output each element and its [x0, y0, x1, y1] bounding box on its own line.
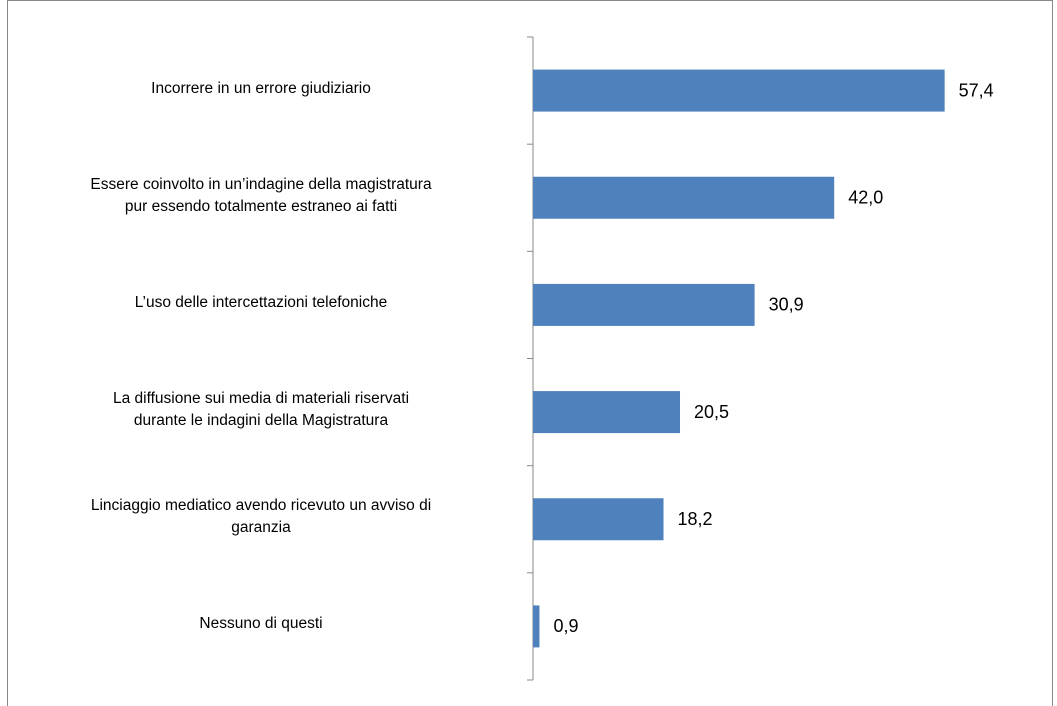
bar — [533, 69, 945, 112]
category-label-line: La diffusione sui media di materiali ris… — [112, 390, 410, 408]
category-label-line: Nessuno di questi — [199, 615, 323, 633]
category-label: Incorrere in un errore giudiziario — [11, 78, 511, 100]
category-label-line: Incorrere in un errore giudiziario — [151, 79, 371, 97]
bar — [533, 283, 755, 326]
bar — [533, 176, 835, 219]
category-label-line: durante le indagini della Magistratura — [133, 412, 389, 430]
value-label: 20,5 — [694, 402, 729, 422]
category-label-line: L’uso delle intercettazioni telefoniche — [134, 293, 388, 311]
value-label: 0,9 — [553, 616, 578, 636]
category-label-line: Linciaggio mediatico avendo ricevuto un … — [90, 497, 432, 515]
category-label: L’uso delle intercettazioni telefoniche — [11, 292, 511, 314]
category-label: La diffusione sui media di materiali ris… — [11, 388, 511, 432]
value-label: 57,4 — [959, 80, 994, 100]
bar — [533, 605, 540, 648]
category-label: Essere coinvolto in un’indagine della ma… — [11, 174, 511, 218]
value-label: 18,2 — [678, 509, 713, 529]
category-label-line: garanzia — [231, 519, 291, 537]
value-label: 30,9 — [769, 295, 804, 315]
category-label: Linciaggio mediatico avendo ricevuto un … — [11, 495, 511, 539]
value-label: 42,0 — [848, 188, 883, 208]
category-label-line: Essere coinvolto in un’indagine della ma… — [90, 175, 432, 193]
category-label: Nessuno di questi — [11, 613, 511, 635]
chart-frame — [7, 0, 1053, 706]
bar — [533, 391, 681, 434]
bar — [533, 498, 664, 541]
category-label-line: pur essendo totalmente estraneo ai fatti — [124, 197, 398, 215]
